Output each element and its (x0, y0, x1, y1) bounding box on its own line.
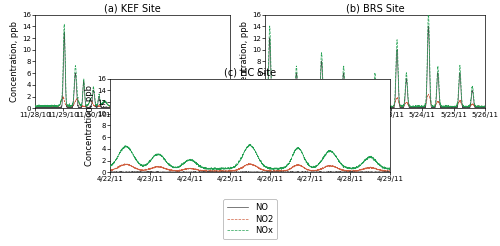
Y-axis label: Concentration, ppb: Concentration, ppb (240, 21, 249, 102)
Y-axis label: Concentration, ppb: Concentration, ppb (85, 85, 94, 166)
Title: (a) KEF Site: (a) KEF Site (104, 4, 161, 14)
Y-axis label: Concentration, ppb: Concentration, ppb (10, 21, 19, 102)
Title: (b) BRS Site: (b) BRS Site (346, 4, 405, 14)
Legend: NO, NO2, NOx: NO, NO2, NOx (223, 199, 277, 239)
Title: (c) HC Site: (c) HC Site (224, 68, 276, 78)
